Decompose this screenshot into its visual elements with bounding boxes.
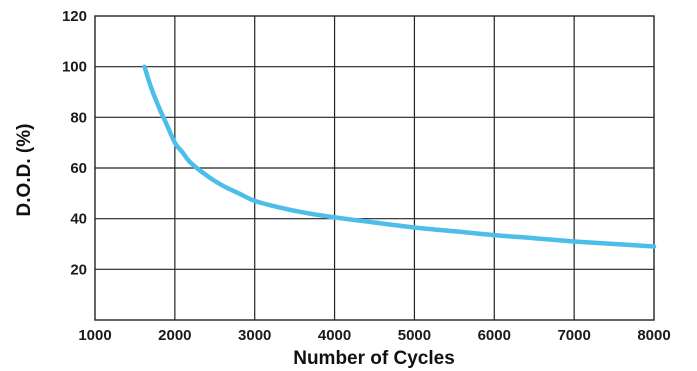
y-tick-label: 120 [62,8,87,25]
x-tick-label: 2000 [158,327,191,344]
y-axis-title: D.O.D. (%) [14,124,35,217]
y-tick-label: 100 [62,59,87,76]
grid [94,15,655,321]
x-tick-labels: 1000 2000 3000 4000 5000 6000 7000 8000 [78,327,670,344]
y-tick-label: 40 [70,211,87,228]
y-tick-label: 20 [70,261,87,278]
plot-frame [94,15,655,321]
x-tick-label: 4000 [318,327,351,344]
x-axis-title: Number of Cycles [293,348,455,369]
x-tick-label: 6000 [478,327,511,344]
dod-series-line [142,64,657,249]
x-tick-label: 3000 [238,327,271,344]
x-tick-label: 1000 [78,327,111,344]
y-tick-labels: 20 40 60 80 100 120 [62,8,87,278]
x-tick-label: 8000 [637,327,670,344]
x-tick-label: 7000 [557,327,590,344]
y-tick-label: 60 [70,160,87,177]
series-layer [142,64,657,249]
x-tick-label: 5000 [398,327,431,344]
y-tick-label: 80 [70,109,87,126]
